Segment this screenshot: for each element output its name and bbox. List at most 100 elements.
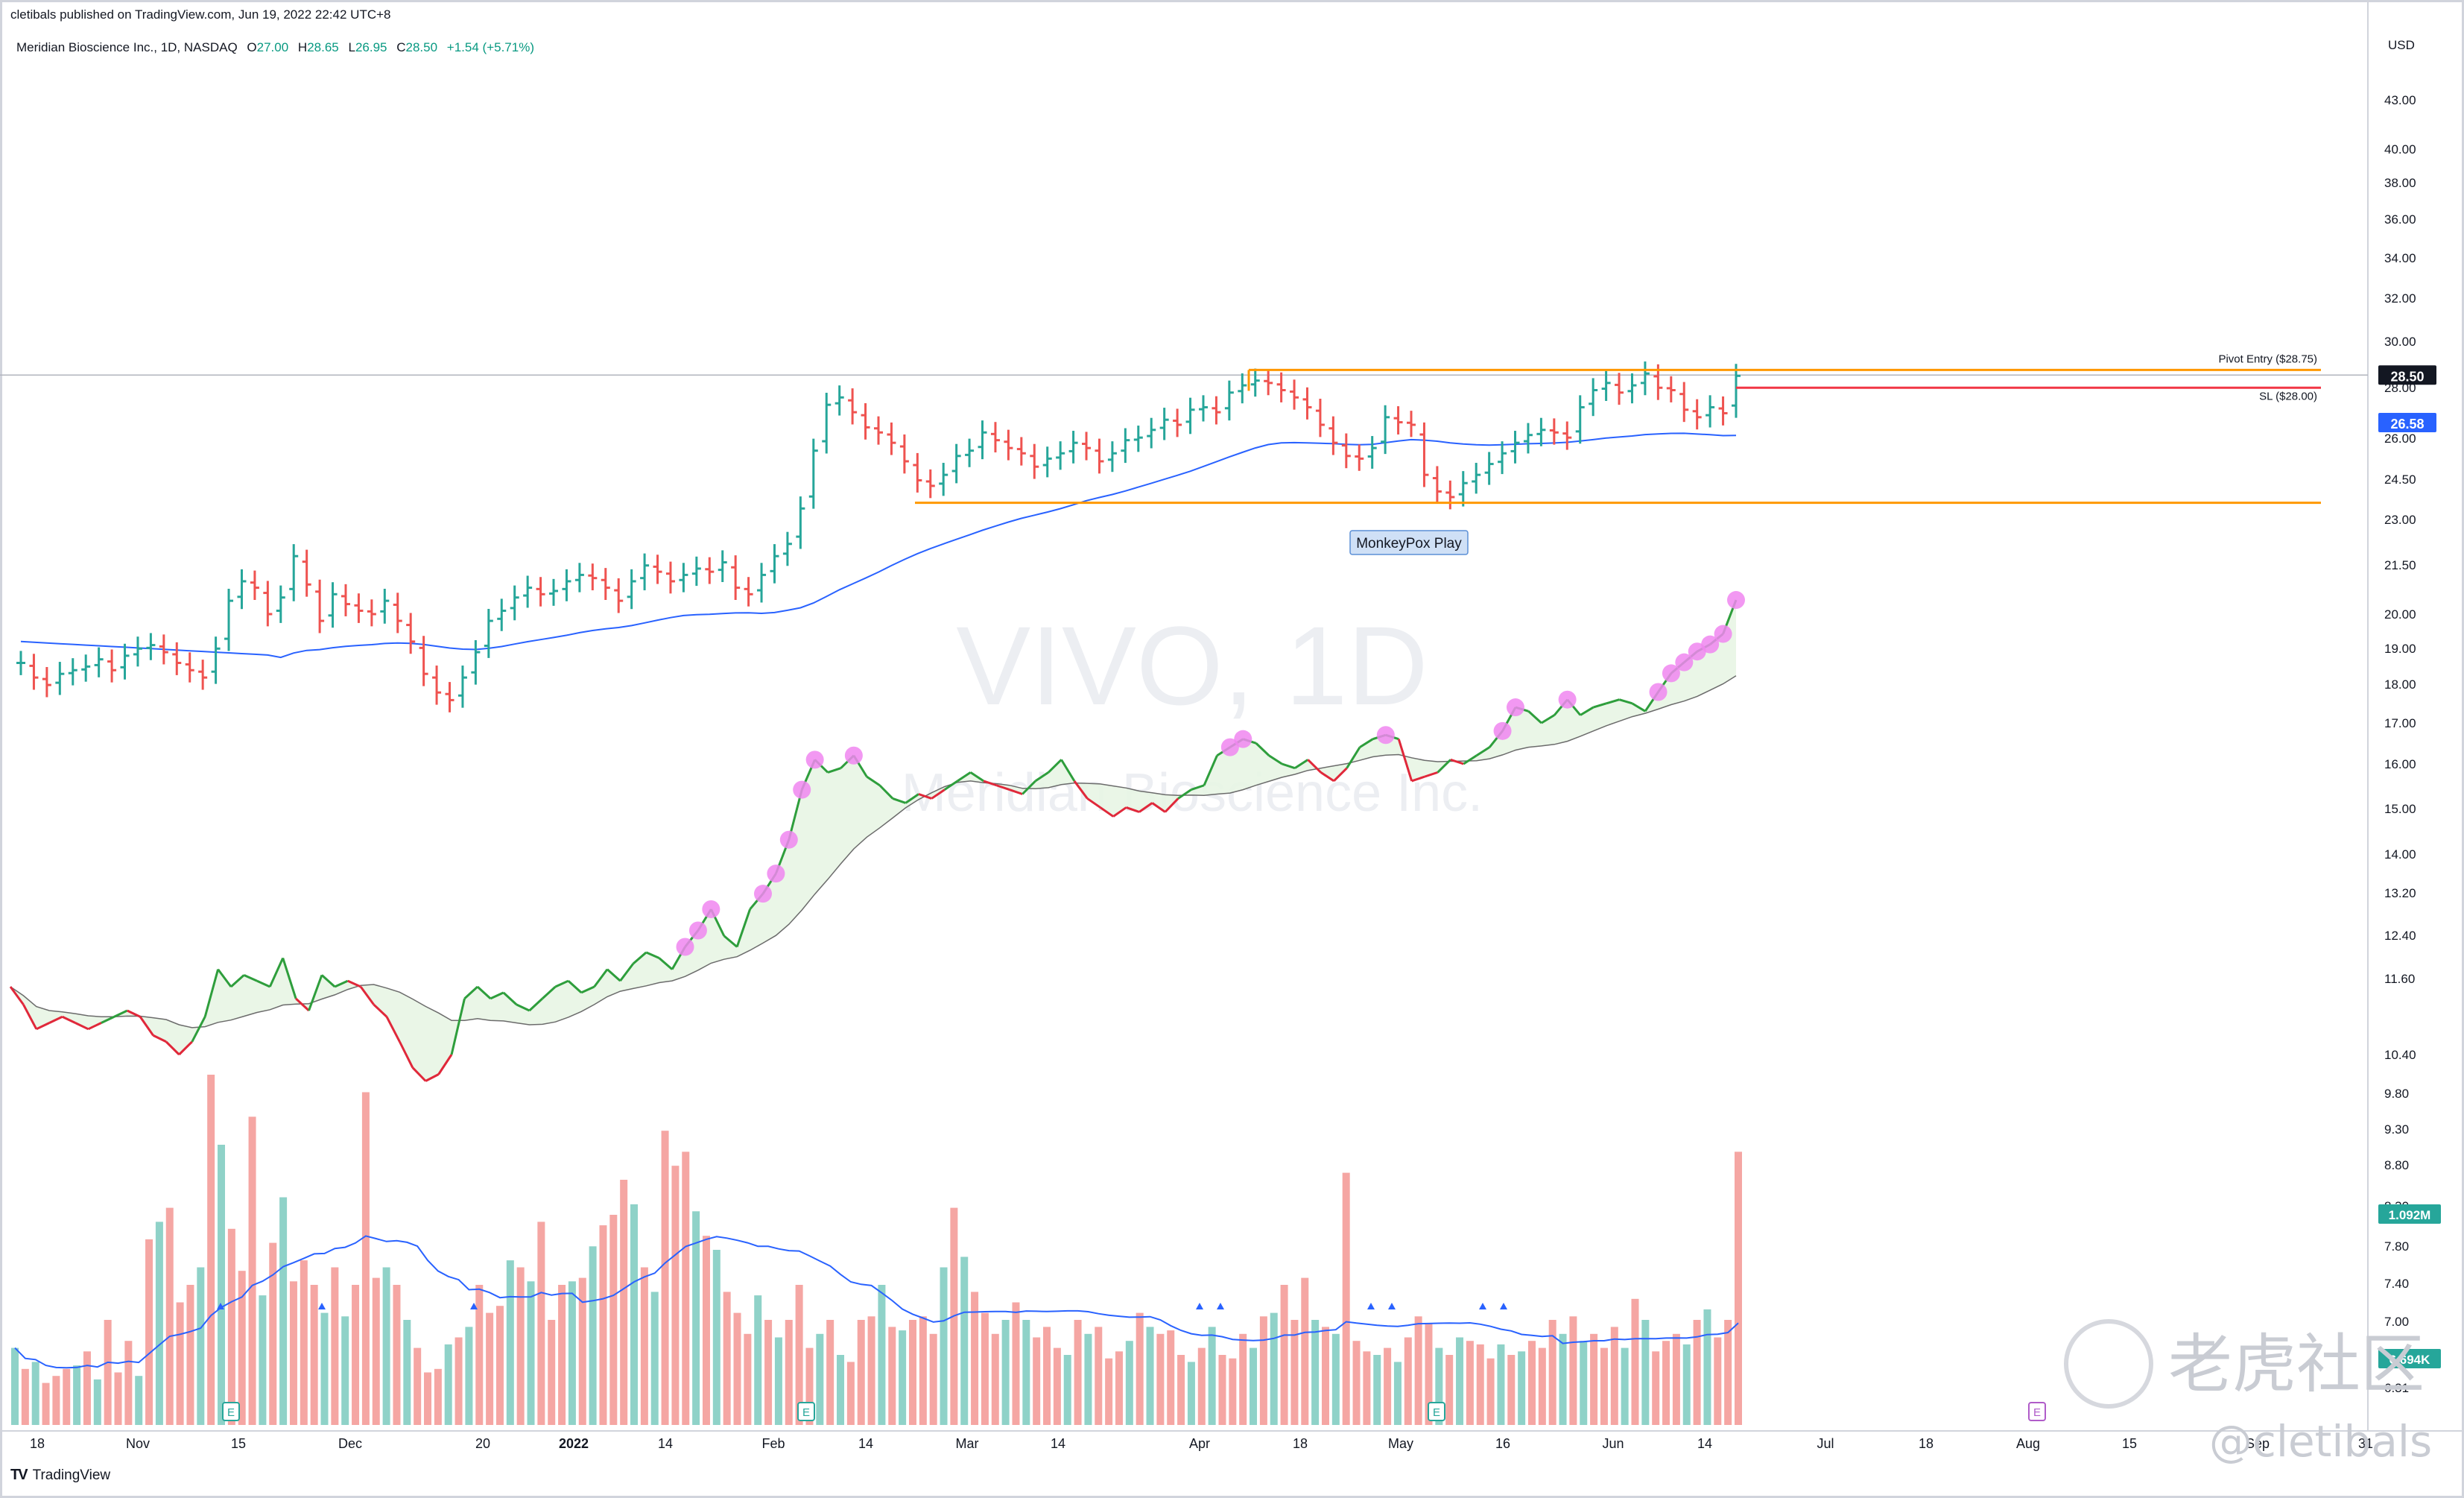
rs-new-high-dot: [779, 830, 798, 849]
volume-bar: [1342, 1172, 1350, 1425]
rs-new-high-dot: [1376, 726, 1395, 745]
rs-line-segment: [645, 951, 660, 959]
rs-line-segment: [1009, 788, 1023, 795]
x-tick-label: Sep: [2246, 1436, 2270, 1451]
rs-line-segment: [320, 974, 336, 988]
tradingview-brand[interactable]: TV TradingView: [10, 1467, 110, 1484]
volume-bar: [1538, 1347, 1546, 1425]
volume-bar: [867, 1316, 875, 1425]
rs-line-segment: [1177, 788, 1192, 800]
volume-bar: [1063, 1355, 1071, 1425]
volume-bar: [1404, 1337, 1412, 1425]
rs-line-segment: [347, 979, 361, 988]
volume-bar: [816, 1333, 824, 1425]
volume-bar: [846, 1362, 855, 1425]
volume-bar: [176, 1302, 184, 1425]
volume-bar: [114, 1372, 122, 1425]
rs-line-segment: [1151, 802, 1166, 813]
rs-line-segment: [282, 957, 297, 999]
volume-bar: [826, 1320, 834, 1425]
volume-bar: [1714, 1337, 1722, 1425]
symbol-name[interactable]: Meridian Bioscience Inc., 1D, NASDAQ: [16, 40, 238, 54]
rs-line-segment: [463, 985, 478, 999]
low-label: L: [348, 40, 355, 54]
volume-bar: [93, 1379, 101, 1425]
volume-bar: [640, 1267, 648, 1425]
volume-bar: [578, 1277, 586, 1425]
rs-line-segment: [399, 1041, 414, 1069]
rs-line-segment: [36, 1022, 50, 1031]
volume-bar: [764, 1320, 773, 1425]
watermark-handle: @cletibals: [2209, 1416, 2433, 1467]
rs-line-segment: [9, 986, 25, 1005]
volume-bar: [495, 1306, 504, 1425]
rs-line-segment: [411, 1066, 427, 1082]
volume-bar: [135, 1376, 143, 1425]
rs-line-segment: [516, 1003, 531, 1012]
volume-bar: [548, 1320, 556, 1425]
volume-bar: [568, 1281, 576, 1425]
volume-bar: [279, 1197, 288, 1425]
rs-new-high-dot: [767, 865, 785, 883]
volume-bar: [1250, 1347, 1258, 1425]
rs-line-segment: [1450, 758, 1464, 765]
volume-bar: [320, 1312, 329, 1425]
x-tick-label: 18: [30, 1436, 45, 1451]
volume-bar: [1641, 1320, 1650, 1425]
volume-bar: [1569, 1316, 1577, 1425]
x-tick-label: Mar: [956, 1436, 979, 1451]
play-annotation-box: [1349, 530, 1469, 555]
signal-triangle-icon: [1217, 1303, 1224, 1309]
volume-bar: [1331, 1333, 1340, 1425]
rs-line-segment: [1475, 746, 1490, 757]
rs-line-segment: [957, 771, 972, 783]
volume-bar: [124, 1341, 133, 1425]
y-tick-label: 34.00: [2384, 251, 2416, 265]
y-tick-label: 24.50: [2384, 473, 2416, 487]
rs-line-segment: [1424, 771, 1438, 778]
low-value: 26.95: [355, 40, 387, 54]
volume-badge: [2378, 1204, 2441, 1224]
volume-bar: [1384, 1347, 1392, 1425]
y-tick-label: 43.00: [2384, 93, 2416, 107]
rs-new-high-dot: [1506, 698, 1524, 717]
open-value: 27.00: [256, 40, 289, 54]
rs-new-high-dot: [805, 750, 824, 769]
pivot-entry-label: Pivot Entry ($28.75): [2218, 353, 2317, 365]
volume-bar: [661, 1131, 669, 1425]
volume-bar: [940, 1267, 948, 1425]
volume-bar: [1693, 1320, 1701, 1425]
rs-new-high-dot: [1493, 721, 1512, 740]
volume-bar: [558, 1285, 566, 1425]
volume-bar: [1672, 1333, 1680, 1425]
earnings-marker: [1428, 1402, 1445, 1421]
volume-bar: [991, 1333, 999, 1425]
y-tick-label: 16.00: [2384, 757, 2416, 771]
volume-bar: [42, 1382, 50, 1425]
rs-line-segment: [1437, 759, 1451, 774]
volume-moving-average: [14, 1235, 1739, 1369]
signal-triangle-icon: [1388, 1303, 1396, 1309]
y-tick-label: 23.00: [2384, 513, 2416, 527]
volume-bar: [1600, 1347, 1608, 1425]
volume-bar: [248, 1116, 256, 1425]
volume-bar: [506, 1260, 514, 1425]
volume-bar: [424, 1372, 432, 1425]
rs-line-segment: [1606, 698, 1620, 705]
volume-bar: [857, 1320, 865, 1425]
rs-line-segment: [632, 951, 647, 965]
volume-bar: [1187, 1362, 1195, 1425]
y-tick-label: 9.80: [2384, 1087, 2409, 1101]
rs-line-segment: [983, 780, 997, 787]
rs-line-segment: [87, 1022, 102, 1031]
rs-line-segment: [230, 974, 245, 988]
y-tick-label: 18.00: [2384, 677, 2416, 692]
y-tick-label: 21.50: [2384, 558, 2416, 572]
signal-triangle-icon: [1196, 1303, 1203, 1309]
volume-bar: [1507, 1355, 1516, 1425]
rs-new-high-dot: [1727, 591, 1745, 610]
volume-bar: [155, 1222, 163, 1425]
price-moving-average: [20, 432, 1737, 659]
volume-bar: [465, 1327, 473, 1425]
